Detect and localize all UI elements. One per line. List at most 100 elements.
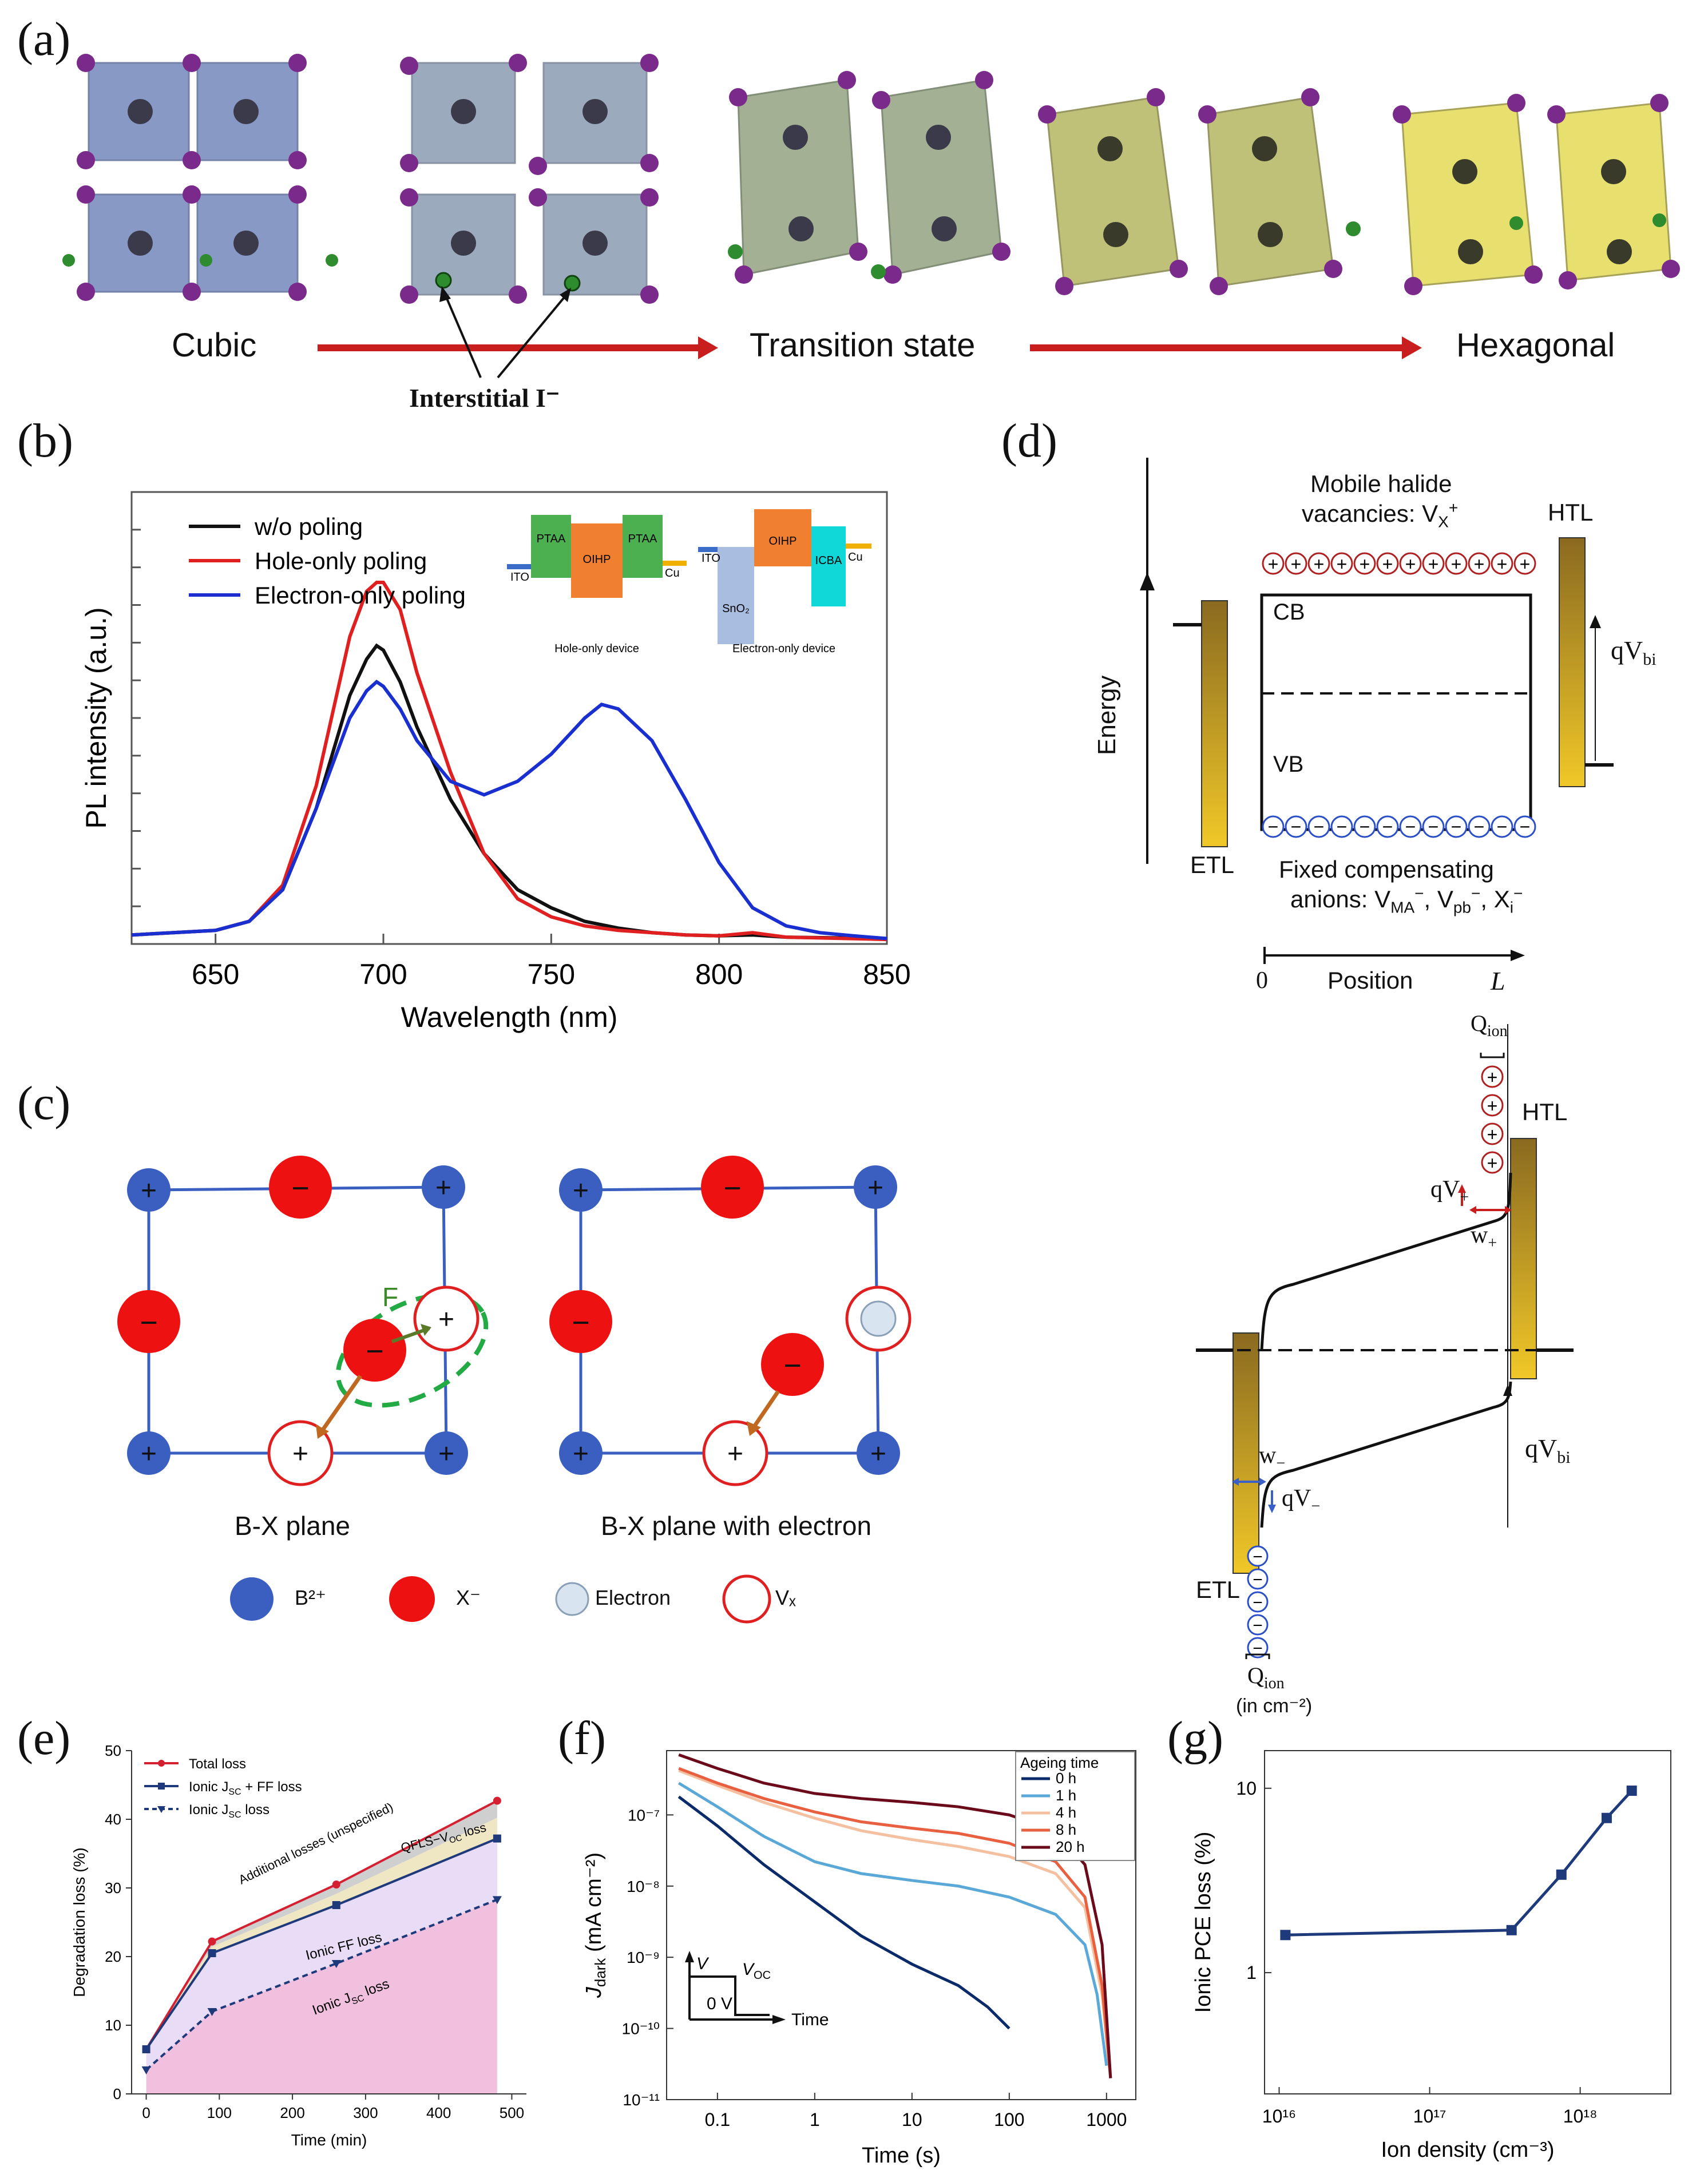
electron-oihp-label: OIHP [769, 535, 797, 548]
panel-label-c: (c) [17, 1077, 71, 1130]
x-tick-label: 10¹⁸ [1563, 2106, 1598, 2127]
plane-1 [117, 1156, 489, 1486]
vb-label: VB [1273, 752, 1304, 777]
legend-label: 20 h [1056, 1838, 1085, 1855]
vacancy-sign: + [1382, 554, 1393, 574]
w-plus-text: w [1471, 1222, 1488, 1248]
y-tick-label: 0 [113, 2085, 121, 2102]
data-point [142, 2045, 150, 2053]
anion-circle [1307, 815, 1330, 838]
vacancy-sign: + [1268, 554, 1279, 574]
y-tick-label: 10⁻¹¹ [623, 2091, 660, 2109]
x-tick-label: 500 [500, 2104, 524, 2121]
plane-2 [549, 1156, 912, 1486]
legend-vx-label: Vₓ [775, 1586, 796, 1609]
mobile-v-sup: + [1448, 499, 1459, 517]
vacancy-sign: + [1360, 554, 1370, 574]
cubic-interstitial-structure [400, 54, 659, 304]
fixed-ma-sup: − [1414, 884, 1424, 902]
qion-top-sub: ion [1487, 1022, 1508, 1040]
vacancy-circle [1376, 552, 1399, 575]
panel-d-top: + + + + + + + + + + + + − − − − − − − − − − − − [1140, 458, 1614, 964]
c2-x-minus-moving: − [783, 1348, 802, 1383]
etl-label-top: ETL [1190, 851, 1235, 878]
data-point [208, 1949, 216, 1957]
anion-sign: − [1382, 816, 1393, 837]
panel-label-d: (d) [1001, 414, 1057, 467]
vacancy-circle [1262, 552, 1285, 575]
w-plus-label: w+ [1471, 1221, 1497, 1252]
qion-top-text: Q [1471, 1010, 1487, 1036]
position-L: L [1491, 966, 1505, 995]
x-tick-label: 10 [902, 2109, 922, 2130]
x-axis-label: Time (s) [862, 2144, 941, 2168]
legend-electron-label: Electron [595, 1586, 671, 1609]
c2-x-minus-top: − [723, 1171, 742, 1205]
qion-plus-sign: + [1487, 1153, 1498, 1173]
w-minus-sub: − [1276, 1454, 1286, 1473]
x-tick-label: 650 [192, 958, 239, 990]
legend-label: 8 h [1056, 1821, 1076, 1838]
data-point [332, 1881, 340, 1889]
panel-b-device-insets: ITO PTAA OIHP PTAA Cu Hole-only device I… [507, 509, 871, 655]
series-line [678, 1753, 1112, 2078]
x-tick-label: 100 [994, 2109, 1024, 2130]
anion-circle [1468, 815, 1491, 838]
x-tick-label: 750 [528, 958, 575, 990]
data-point [493, 1796, 501, 1805]
vacancy-sign: + [1314, 554, 1325, 574]
data-point [141, 2066, 151, 2074]
mobile-vacancy-row: + + + + + + + + + + + + [1262, 552, 1536, 575]
legend-marker [158, 1760, 165, 1767]
x-tick-label: 300 [353, 2104, 378, 2121]
vacancy-circle [1285, 552, 1307, 575]
qion-bottom-text: Q [1247, 1663, 1264, 1688]
x-tick-label: 100 [207, 2104, 232, 2121]
y-axis-label: Degradation loss (%) [70, 1847, 88, 1997]
mobile-v-sub: X [1438, 513, 1449, 531]
vacancy-circle [1445, 552, 1468, 575]
qv-minus-sub: − [1311, 1497, 1321, 1516]
fixed-anions-line2: anions: VMA−, Vpb−, Xi− [1290, 884, 1523, 917]
qion-plus-circle [1481, 1151, 1504, 1174]
series-line [678, 1769, 1112, 2078]
vacancy-circle [1399, 552, 1422, 575]
plane2-caption: B-X plane with electron [601, 1511, 872, 1541]
mobile-v-text: vacancies: V [1302, 500, 1438, 527]
w-minus-label: w− [1259, 1442, 1285, 1473]
inset-voc-label: VOC [742, 1960, 771, 1982]
region-additional [146, 1800, 497, 2049]
qion-minus-sign: − [1253, 1570, 1263, 1589]
c2-x-minus-left: − [572, 1306, 590, 1340]
x-axis-label: Ion density (cm⁻³) [1381, 2138, 1554, 2162]
c2-vx-plus-bottom: + [727, 1439, 744, 1469]
htl-label-bottom: HTL [1522, 1098, 1568, 1125]
qion-minus-circle [1247, 1591, 1269, 1613]
data-point [1506, 1925, 1517, 1935]
legend-b-label: B²⁺ [295, 1586, 327, 1609]
panel-label-g: (g) [1167, 1712, 1223, 1765]
y-tick-label: 20 [105, 1948, 121, 1965]
x-axis-label: Wavelength (nm) [401, 1001, 618, 1033]
plot-frame [1264, 1750, 1671, 2094]
qvbi-bottom-sub: bi [1557, 1448, 1571, 1467]
anion-sign: − [1337, 816, 1348, 837]
plane1-caption: B-X plane [235, 1511, 351, 1541]
chart-f: 0.1 1 10 100 1000 10⁻¹¹ 10⁻¹⁰ 10⁻⁹ 10⁻⁸ 10⁻⁷ Time … [582, 1750, 1136, 2168]
series-line [131, 680, 887, 941]
w-plus-sub: + [1488, 1234, 1497, 1252]
x-tick-label: 10¹⁷ [1413, 2106, 1447, 2127]
fixed-ma-sub: MA [1390, 898, 1415, 917]
data-point [493, 1834, 501, 1843]
legend-label: Total loss [189, 1756, 246, 1772]
anion-sign: − [1360, 816, 1370, 837]
vacancy-circle [1513, 552, 1536, 575]
legend-marker [158, 1783, 165, 1790]
position-label: Position [1327, 967, 1413, 994]
anion-sign: − [1268, 816, 1279, 837]
x-tick-label: 800 [695, 958, 743, 990]
qv-minus-text: qV [1282, 1485, 1311, 1511]
x-tick-label: 200 [280, 2104, 304, 2121]
series-line [145, 1837, 498, 2050]
fixed-xi-sup: − [1513, 884, 1523, 902]
